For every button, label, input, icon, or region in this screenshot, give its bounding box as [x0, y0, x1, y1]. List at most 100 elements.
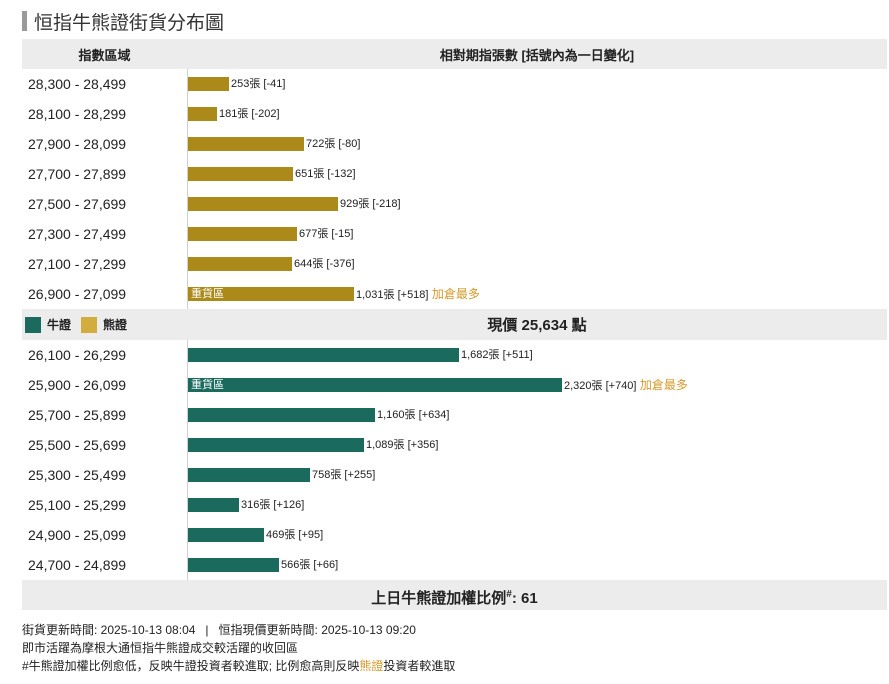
weighted-ratio: 上日牛熊證加權比例#: 61 — [22, 580, 887, 610]
bull-row: 25,300 - 25,499 758張 [+255] — [22, 460, 887, 490]
legend-bear-swatch — [81, 316, 98, 333]
current-price: 現價 25,634 點 — [187, 314, 887, 335]
bear-bar-cell: 651張 [-132] — [187, 159, 887, 189]
bull-bar-cell: 重貨區 2,320張 [+740] 加倉最多 — [187, 370, 887, 400]
weighted-ratio-label: 上日牛熊證加權比例 — [371, 590, 507, 607]
notes: 街貨更新時間: 2025-10-13 08:04 | 恒指現價更新時間: 202… — [22, 621, 455, 675]
bear-value-label: 1,031張 [+518] 加倉最多 — [356, 287, 480, 301]
bear-row: 27,900 - 28,099 722張 [-80] — [22, 129, 887, 159]
bear-value-label: 253張 [-41] — [231, 78, 286, 90]
bull-value-label: 1,160張 [+634] — [377, 409, 450, 421]
price-row: 牛證 熊證 現價 25,634 點 — [22, 309, 887, 340]
bear-rows: 28,300 - 28,499 253張 [-41] 28,100 - 28,299… — [22, 69, 887, 309]
bull-bar — [188, 438, 364, 452]
bull-bar-cell: 469張 [+95] — [187, 520, 887, 550]
bull-range-label: 25,100 - 25,299 — [28, 497, 127, 513]
bear-row: 27,100 - 27,299 644張 [-376] — [22, 249, 887, 279]
bear-range-label: 26,900 - 27,099 — [28, 286, 127, 302]
bull-range-label: 24,700 - 24,899 — [28, 557, 127, 573]
bear-value-label: 644張 [-376] — [294, 258, 355, 270]
update-time: 街貨更新時間: 2025-10-13 08:04 | 恒指現價更新時間: 202… — [22, 623, 416, 637]
bear-bar-cell: 722張 [-80] — [187, 129, 887, 159]
bull-bar — [188, 558, 279, 572]
bull-bar-cell: 566張 [+66] — [187, 550, 887, 580]
bull-bar-cell: 1,089張 [+356] — [187, 430, 887, 460]
table-header: 指數區域 相對期指張數 [括號內為一日變化] — [22, 39, 887, 69]
bear-value-label: 651張 [-132] — [295, 168, 356, 180]
bull-bar-heavy-zone: 重貨區 — [188, 378, 562, 392]
bull-range-label: 25,700 - 25,899 — [28, 407, 127, 423]
bear-row: 26,900 - 27,099 重貨區 1,031張 [+518] 加倉最多 — [22, 279, 887, 309]
bear-bar — [188, 227, 297, 241]
bull-row: 24,700 - 24,899 566張 [+66] — [22, 550, 887, 580]
bear-value-label: 181張 [-202] — [219, 108, 280, 120]
current-price-unit: 點 — [571, 317, 587, 334]
legend-bull-label: 牛證 — [47, 318, 72, 332]
bull-bar — [188, 408, 375, 422]
header-value: 相對期指張數 [括號內為一日變化] — [439, 47, 635, 63]
current-price-value: 25,634 — [521, 317, 568, 334]
bear-range-label: 28,100 - 28,299 — [28, 106, 127, 122]
bear-row: 27,300 - 27,499 677張 [-15] — [22, 219, 887, 249]
page-title: 恒指牛熊證街貨分布圖 — [34, 12, 225, 34]
bear-range-label: 28,300 - 28,499 — [28, 76, 127, 92]
bull-max-add-note: 加倉最多 — [636, 378, 688, 392]
bear-row: 27,500 - 27,699 929張 [-218] — [22, 189, 887, 219]
bull-row: 25,700 - 25,899 1,160張 [+634] — [22, 400, 887, 430]
bull-value-label: 469張 [+95] — [266, 529, 324, 541]
note-active: 即市活躍為摩根大通恒指牛熊證成交較活躍的收回區 — [22, 641, 299, 655]
bull-value-label: 566張 [+66] — [281, 559, 339, 571]
bear-bar-heavy-zone: 重貨區 — [188, 287, 354, 301]
bear-bar-cell: 644張 [-376] — [187, 249, 887, 279]
bull-value-label: 1,089張 [+356] — [366, 439, 439, 451]
bull-row: 25,500 - 25,699 1,089張 [+356] — [22, 430, 887, 460]
note-ratio-b: 投資者較進取; 比例愈高則反映 — [196, 659, 360, 673]
bull-range-label: 24,900 - 25,099 — [28, 527, 127, 543]
header-range: 指數區域 — [78, 47, 131, 63]
bull-range-label: 25,300 - 25,499 — [28, 467, 127, 483]
bull-bar-cell: 1,682張 [+511] — [187, 340, 887, 370]
bear-row: 28,100 - 28,299 181張 [-202] — [22, 99, 887, 129]
bull-bar-cell: 316張 [+126] — [187, 490, 887, 520]
bear-bar — [188, 137, 304, 151]
bull-bar-cell: 758張 [+255] — [187, 460, 887, 490]
bear-bar — [188, 197, 338, 211]
bear-value-label: 722張 [-80] — [306, 138, 361, 150]
bull-bar — [188, 468, 310, 482]
bear-bar-cell: 253張 [-41] — [187, 69, 887, 99]
bull-bar — [188, 348, 459, 362]
legend: 牛證 熊證 — [22, 316, 127, 333]
bull-value-label: 758張 [+255] — [312, 469, 376, 481]
bear-bar-cell: 929張 [-218] — [187, 189, 887, 219]
title-accent-bar — [22, 11, 27, 31]
note-ratio-a: #牛熊證加權比例愈低，反映 — [22, 659, 173, 673]
bear-row: 27,700 - 27,899 651張 [-132] — [22, 159, 887, 189]
legend-bull-swatch — [25, 316, 41, 333]
bear-range-label: 27,300 - 27,499 — [28, 226, 127, 242]
bull-row: 26,100 - 26,299 1,682張 [+511] — [22, 340, 887, 370]
bear-bar — [188, 257, 292, 271]
bear-value-label: 677張 [-15] — [299, 228, 354, 240]
bear-bar-cell: 181張 [-202] — [187, 99, 887, 129]
bull-value-label: 316張 [+126] — [241, 499, 305, 511]
bull-rows: 26,100 - 26,299 1,682張 [+511] 25,900 - 26,… — [22, 340, 887, 580]
bull-bar — [188, 498, 239, 512]
bull-value-label: 1,682張 [+511] — [461, 349, 533, 361]
note-ratio: #牛熊證加權比例愈低，反映牛證投資者較進取; 比例愈高則反映熊證投資者較進取 — [22, 657, 455, 675]
bull-range-label: 25,900 - 26,099 — [28, 377, 127, 393]
note-ratio-bear: 熊證 — [359, 659, 384, 673]
page-title-block: 恒指牛熊證街貨分布圖 — [22, 9, 225, 34]
bear-bar — [188, 167, 293, 181]
bear-range-label: 27,100 - 27,299 — [28, 256, 127, 272]
bull-value-label: 2,320張 [+740] 加倉最多 — [564, 378, 688, 392]
bear-value-label: 929張 [-218] — [340, 198, 401, 210]
distribution-table: 指數區域 相對期指張數 [括號內為一日變化] 28,300 - 28,499 25… — [22, 39, 887, 610]
bull-bar-cell: 1,160張 [+634] — [187, 400, 887, 430]
current-price-label: 現價 — [487, 317, 518, 334]
bull-range-label: 25,500 - 25,699 — [28, 437, 127, 453]
bear-max-add-note: 加倉最多 — [428, 287, 480, 301]
bull-row: 25,900 - 26,099 重貨區 2,320張 [+740] 加倉最多 — [22, 370, 887, 400]
bull-row: 25,100 - 25,299 316張 [+126] — [22, 490, 887, 520]
bear-range-label: 27,900 - 28,099 — [28, 136, 127, 152]
legend-bear-label: 熊證 — [103, 318, 128, 332]
